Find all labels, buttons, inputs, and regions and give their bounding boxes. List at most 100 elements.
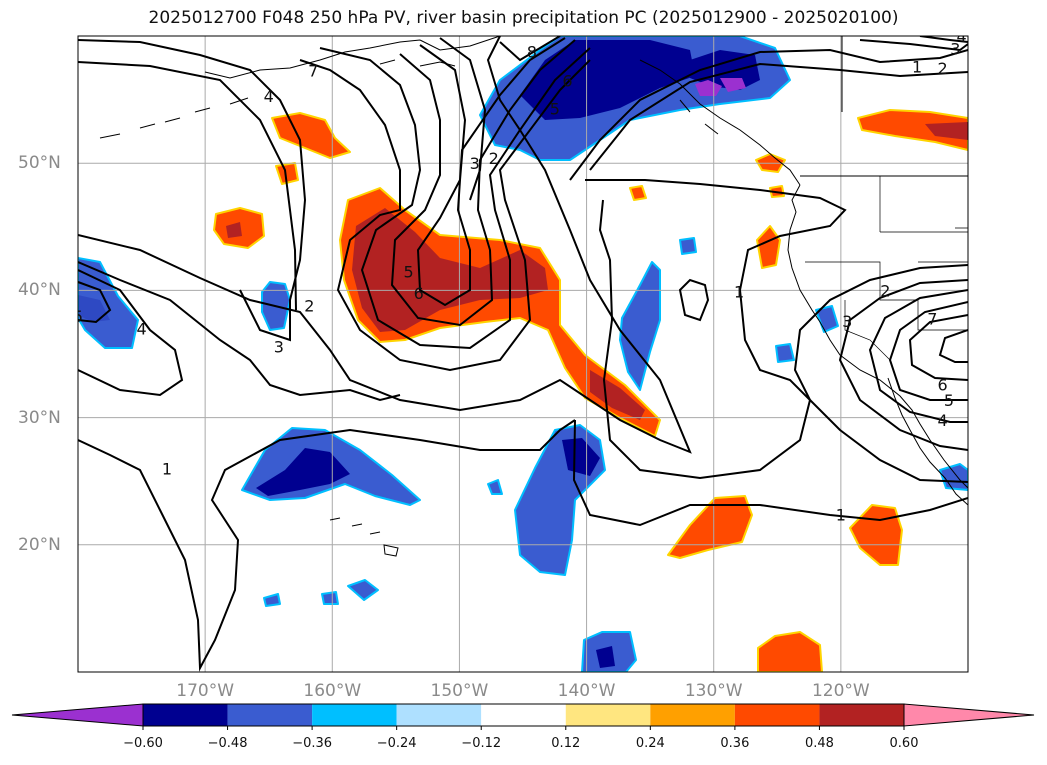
pv-trough-7 [439,37,487,201]
contour-label: 1 [836,505,846,524]
pv-ridge-mid [585,179,847,480]
precip-positive-coast [756,225,781,269]
precip-positive-central-core [352,208,548,332]
lat-tick-label: 30°N [18,407,61,428]
contour-label: 4 [136,320,146,339]
precip-shading [78,36,968,672]
contour-label: 7 [308,61,318,80]
map-title: 2025012700 F048 250 hPa PV, river basin … [148,8,899,28]
pv-contour-5-west [78,281,112,324]
pv-trough-4 [319,47,591,350]
colorbar-segment [481,704,566,726]
pv-cutoff-1 [793,264,968,483]
lon-tick-label: 120°W [811,681,870,701]
pv-contour-4-west [78,269,184,397]
colorbar-extend-max [903,703,1035,727]
colorbar-segment [650,704,735,726]
pv-contour-1-east [572,419,968,527]
colorbar-tick-label: 0.48 [804,736,834,751]
precip-positive-bc [857,109,968,151]
gridlines [78,36,968,672]
colorbar-frame [142,703,905,727]
contour-label: 2 [304,297,314,316]
pv-contour-2-west [78,36,692,454]
precip-positive-nw [271,112,351,159]
colorbar-segment [819,704,904,726]
contour-label: 4 [937,411,947,430]
contour-label: 7 [927,309,937,328]
colorbar-segment [227,704,313,726]
pv-contour-1-west [78,419,576,672]
contour-label: 4 [957,27,967,46]
contour-label: 3 [274,337,284,356]
colorbar-tick-label: −0.12 [461,736,502,751]
colorbar-tick-label: 0.12 [551,736,581,751]
lon-tick-label: 170°W [176,681,235,701]
pv-contour-8 [499,36,561,62]
colorbar-segment [396,704,482,726]
colorbar-extend-min [11,703,144,727]
colorbar-tick-label: 0.60 [889,736,919,751]
contour-label: 1 [734,283,744,302]
colorbar-tick-label: −0.60 [123,736,163,751]
colorbar-tick-label: −0.36 [292,736,333,751]
pv-trough-6 [416,37,566,307]
pv-trough-5 [390,39,576,327]
contour-label: 5 [550,100,560,119]
alaska-panhandle [639,59,801,186]
contour-label: 3 [842,312,852,331]
colorbar-segment [734,704,820,726]
precip-positive-small-1 [275,162,299,185]
contour-label: 3 [470,154,480,173]
contour-label: 5 [73,307,83,326]
precip-negative-gulf-core [520,40,695,120]
pv-ridge-east-3 [859,39,968,52]
lat-tick-label: 40°N [18,280,61,301]
contour-label: 2 [880,281,890,300]
north-america-west-coast [787,184,968,489]
contour-label: 4 [264,87,274,106]
lat-tick-label: 20°N [18,534,61,555]
precip-positive-s1 [667,495,753,559]
pv-contour-3-west [78,261,401,402]
state-borders [805,176,968,361]
pv-cutoff-6 [938,329,968,363]
pv-ridge-east-4 [919,36,968,43]
contour-label: 1 [162,459,172,478]
map-frame [77,35,969,673]
contour-label: 2 [937,59,947,78]
pv-closed-1 [678,278,710,322]
pv-ridge-1 [78,39,307,342]
colorbar-tick-label: 0.36 [720,736,750,751]
colorbar-tick-label: −0.48 [207,736,248,751]
colorbar-tick-label: −0.24 [376,736,417,751]
pv-cutoff-5 [908,314,968,381]
lat-tick-label: 50°N [18,153,61,174]
pv-contours [78,36,968,672]
pv-cutoff-3 [868,289,968,423]
lon-tick-label: 160°W [303,681,362,701]
contour-label: 6 [937,376,947,395]
lon-tick-label: 140°W [557,681,616,701]
lon-tick-label: 150°W [430,681,489,701]
pv-ridge-2 [78,61,297,311]
lon-tick-label: 130°W [684,681,743,701]
precip-positive-s2 [849,504,903,566]
precip-negative-pacific-s [514,424,606,576]
contour-label: 5 [403,262,413,281]
contour-label: 1 [912,58,922,77]
contour-label: 2 [489,149,499,168]
contour-label: 3 [950,40,960,59]
colorbar-segment [143,704,228,726]
precip-positive-s3 [757,631,823,672]
coastlines [99,36,968,557]
pv-ridge-east-2 [589,62,968,171]
colorbar [11,703,1035,730]
pv-cutoff-2 [838,279,968,451]
contour-label: 8 [527,42,537,61]
pv-ridge-east-1 [569,48,968,181]
contour-label: 6 [562,72,572,91]
colorbar-tick-label: 0.24 [635,736,665,751]
pv-cutoff-4 [888,301,968,401]
